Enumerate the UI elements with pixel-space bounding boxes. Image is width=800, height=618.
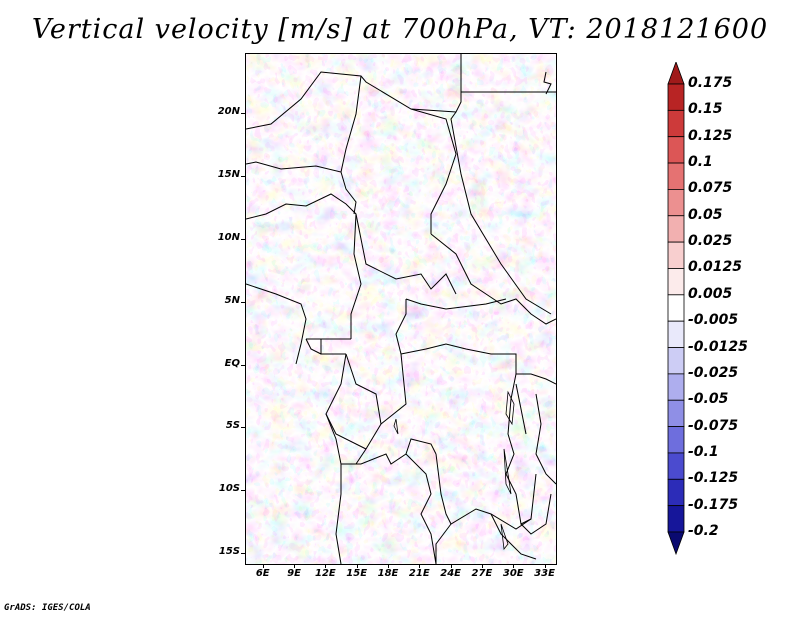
colorbar-swatch — [667, 241, 685, 269]
colorbar-tick-label: -0.075 — [688, 417, 739, 434]
colorbar-swatch — [667, 373, 685, 401]
latitude-tick-label: 5S — [225, 420, 240, 432]
colorbar-swatch — [667, 62, 685, 85]
colorbar-tick-label: 0.1 — [688, 154, 713, 171]
colorbar-swatch — [667, 136, 685, 164]
longitude-tick-mark — [481, 564, 483, 568]
colorbar-tick-label: 0.05 — [688, 206, 723, 223]
longitude-tick-mark — [419, 564, 421, 568]
colorbar-tick-label: -0.05 — [688, 391, 729, 408]
colorbar-tick-label: -0.025 — [688, 364, 739, 381]
country-borders — [246, 54, 556, 564]
colorbar-swatch — [667, 531, 685, 556]
colorbar-tick-label: -0.005 — [688, 312, 739, 329]
longitude-tick-label: 33E — [534, 568, 555, 579]
colorbar-tick-label: 0.005 — [688, 285, 733, 302]
colorbar-swatch — [667, 83, 685, 111]
latitude-tick-mark — [241, 490, 245, 492]
lakes — [393, 390, 515, 550]
latitude-tick-label: 15S — [218, 545, 240, 557]
latitude-tick-mark — [241, 113, 245, 115]
software-credit: GrADS: IGES/COLA — [4, 603, 91, 613]
colorbar-swatch — [667, 215, 685, 243]
longitude-tick-mark — [450, 564, 452, 568]
colorbar-swatch — [667, 189, 685, 217]
colorbar-swatch — [667, 399, 685, 427]
longitude-tick-label: 30E — [502, 568, 524, 579]
latitude-tick-mark — [241, 427, 245, 429]
latitude-tick-label: 10N — [217, 231, 240, 243]
latitude-tick-mark — [241, 552, 245, 554]
colorbar-swatch — [667, 478, 685, 507]
colorbar-swatch — [667, 294, 685, 322]
latitude-tick-label: 20N — [217, 106, 240, 118]
colorbar-swatch — [667, 505, 685, 533]
colorbar-tick-label: 0.175 — [688, 75, 733, 91]
longitude-tick-label: 12E — [314, 568, 336, 579]
latitude-tick-mark — [241, 364, 245, 366]
colorbar-tick-label: 0.125 — [688, 127, 733, 144]
latitude-tick-mark — [241, 301, 245, 303]
colorbar-tick-label: 0.15 — [688, 101, 723, 118]
longitude-tick-mark — [325, 564, 327, 568]
vertical-velocity-map — [246, 54, 556, 564]
longitude-tick-label: 15E — [346, 568, 368, 579]
longitude-tick-label: 9E — [287, 568, 301, 579]
map-panel — [245, 53, 557, 565]
longitude-tick-label: 21E — [408, 568, 430, 579]
colorbar-swatch — [667, 162, 685, 190]
colorbar-tick-label: -0.125 — [688, 470, 739, 487]
colorbar-tick-label: -0.1 — [688, 443, 719, 460]
latitude-tick-label: 10S — [218, 483, 240, 495]
colorbar-swatch — [667, 109, 685, 138]
colorbar-tick-label: 0.0125 — [688, 259, 743, 276]
colorbar-swatch — [667, 268, 685, 296]
longitude-tick-mark — [387, 564, 389, 568]
longitude-tick-mark — [294, 564, 296, 568]
velocity-field-detail — [246, 54, 556, 564]
longitude-tick-mark — [262, 564, 264, 568]
colorbar-tick-label: -0.2 — [688, 523, 719, 539]
latitude-tick-mark — [241, 238, 245, 240]
longitude-tick-label: 18E — [377, 568, 399, 579]
longitude-tick-label: 24E — [440, 568, 461, 579]
latitude-tick-label: 15N — [217, 169, 240, 181]
longitude-tick-mark — [513, 564, 515, 568]
colorbar-tick-label: 0.075 — [688, 180, 733, 197]
colorbar-swatch — [667, 320, 685, 348]
longitude-tick-label: 27E — [471, 568, 493, 579]
colorbar-swatch — [667, 452, 685, 480]
colorbar-tick-label: -0.175 — [688, 496, 739, 513]
colorbar — [667, 62, 685, 556]
colorbar-tick-label: 0.025 — [688, 233, 733, 250]
longitude-tick-mark — [356, 564, 358, 568]
colorbar-swatch — [667, 426, 685, 454]
colorbar-tick-label: -0.0125 — [688, 338, 748, 355]
latitude-tick-mark — [241, 176, 245, 178]
colorbar-swatch — [667, 347, 685, 375]
longitude-tick-label: 6E — [255, 568, 270, 579]
latitude-tick-label: 5N — [224, 294, 240, 306]
latitude-tick-label: EQ — [224, 357, 240, 369]
chart-title: Vertical velocity [m/s] at 700hPa, VT: 2… — [31, 14, 769, 45]
longitude-tick-mark — [544, 564, 546, 568]
